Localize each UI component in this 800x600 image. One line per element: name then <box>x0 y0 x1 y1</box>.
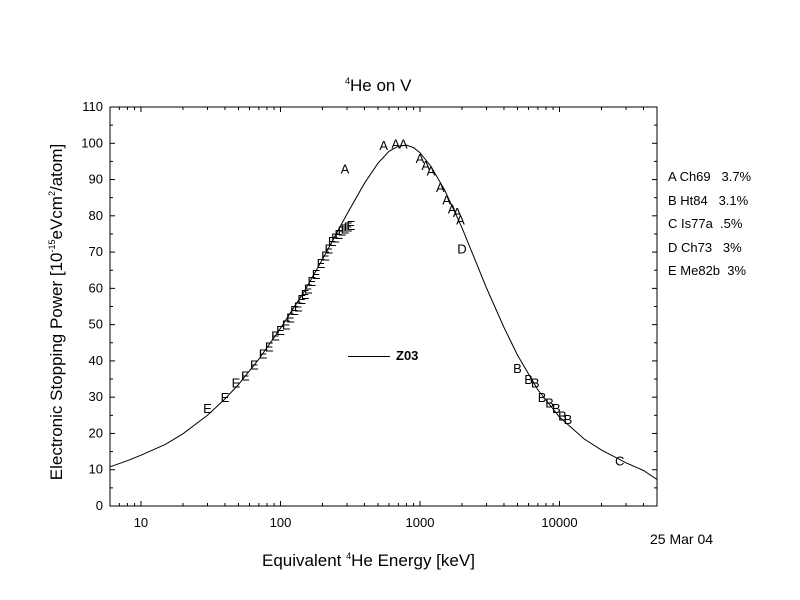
data-point-c: C <box>615 454 624 469</box>
data-point-e: E <box>297 292 306 307</box>
y-tick-label: 40 <box>89 353 103 368</box>
y-tick-label: 0 <box>96 498 103 513</box>
data-point-e: E <box>324 241 333 256</box>
data-point-e: E <box>221 390 230 405</box>
x-tick-label: 100 <box>270 515 292 530</box>
data-point-e: E <box>241 368 250 383</box>
data-point-a: A <box>442 192 451 207</box>
y-tick-label: 10 <box>89 462 103 477</box>
title-superscript: 4 <box>345 76 351 86</box>
data-point-e: E <box>328 234 337 249</box>
data-point-a: A <box>399 136 408 151</box>
data-point-e: E <box>282 318 291 333</box>
xlabel-part-1: Equivalent <box>262 551 347 570</box>
legend-ref-e: E Me82b 3% <box>668 263 747 278</box>
y-tick-label: 80 <box>89 208 103 223</box>
data-point-e: E <box>304 281 313 296</box>
data-point-b: B <box>524 372 533 387</box>
date-stamp: 25 Mar 04 <box>650 531 714 547</box>
data-point-e: E <box>321 249 330 264</box>
curve-legend-line <box>348 356 390 357</box>
data-point-a: A <box>379 138 388 153</box>
ylabel-exponent-2: 2 <box>47 191 57 197</box>
data-point-a: A <box>456 212 465 227</box>
data-point-a: A <box>453 205 462 220</box>
data-point-e: E <box>308 274 317 289</box>
data-point-e: E <box>338 223 347 238</box>
y-tick-label: 110 <box>82 99 103 114</box>
data-point-b: B <box>545 396 554 411</box>
data-point-a: A <box>436 180 445 195</box>
legend-ref-a: A Ch69 3.7% <box>668 169 752 184</box>
data-point-a: A <box>448 202 457 217</box>
y-axis-label: Electronic Stopping Power [10-15eVcm2/at… <box>47 144 67 481</box>
data-point-e: E <box>347 218 356 233</box>
data-point-e: E <box>203 401 212 416</box>
chart-title: 4He on V <box>345 76 411 96</box>
data-point-b: B <box>538 390 547 405</box>
y-tick-label: 90 <box>89 172 103 187</box>
reference-legend: A Ch69 3.7% B Ht84 3.1% C Is77a .5% D Ch… <box>668 165 751 283</box>
y-tick-label: 100 <box>81 135 103 150</box>
legend-ref-b: B Ht84 3.1% <box>668 192 749 208</box>
xlabel-part-2: He Energy [keV] <box>351 551 475 570</box>
data-point-e: E <box>250 358 259 373</box>
data-point-e: E <box>271 329 280 344</box>
curve-legend-label: Z03 <box>396 348 419 363</box>
data-point-e: E <box>331 231 340 246</box>
y-tick-label: 20 <box>89 425 103 440</box>
plot-frame <box>109 106 658 507</box>
legend-ref-d: D Ch73 3% <box>668 239 742 255</box>
data-point-d: D <box>457 241 466 256</box>
data-point-e: E <box>317 256 326 271</box>
data-point-e: E <box>265 339 274 354</box>
data-point-b: B <box>564 412 573 427</box>
data-point-e: E <box>232 376 241 391</box>
data-point-e: E <box>276 323 285 338</box>
x-tick-label: 10 <box>134 515 148 530</box>
data-point-e: E <box>290 303 299 318</box>
data-point-e: E <box>259 347 268 362</box>
ylabel-part-3: /atom] <box>47 143 66 191</box>
z03-curve <box>109 144 658 480</box>
data-point-e: E <box>341 222 350 237</box>
axis-ticks <box>109 106 658 507</box>
axis-tick-labels: 0 10 20 30 40 50 60 70 80 90 100 110 10 100 1000 10000 <box>81 99 577 530</box>
data-point-e: E <box>301 287 310 302</box>
data-point-a: A <box>416 151 425 166</box>
data-point-e: E <box>294 300 303 315</box>
data-point-b: B <box>513 361 522 376</box>
x-tick-label: 10000 <box>541 515 577 530</box>
data-point-b: B <box>552 401 561 416</box>
data-point-a: A <box>341 162 350 177</box>
data-point-e: E <box>334 227 343 242</box>
title-text: He on V <box>350 76 412 95</box>
ylabel-part-2: eVcm <box>47 196 66 240</box>
y-tick-label: 50 <box>89 317 103 332</box>
data-point-a: A <box>391 136 400 151</box>
data-point-e: E <box>312 267 321 282</box>
y-tick-label: 30 <box>89 389 103 404</box>
x-tick-label: 1000 <box>406 515 435 530</box>
ylabel-exponent: -15 <box>47 239 57 253</box>
xlabel-superscript: 4 <box>346 551 352 561</box>
data-point-a: A <box>421 158 430 173</box>
y-tick-label: 70 <box>89 244 103 259</box>
ylabel-part-1: Electronic Stopping Power [10 <box>47 252 66 481</box>
y-tick-label: 60 <box>89 280 103 295</box>
data-point-b: B <box>558 408 567 423</box>
legend-ref-c: C Is77a .5% <box>668 216 743 231</box>
data-point-a: A <box>427 163 436 178</box>
data-point-e: E <box>344 220 353 235</box>
data-point-b: B <box>531 376 540 391</box>
x-axis-label: Equivalent 4He Energy [keV] <box>262 551 475 571</box>
data-point-e: E <box>286 310 295 325</box>
